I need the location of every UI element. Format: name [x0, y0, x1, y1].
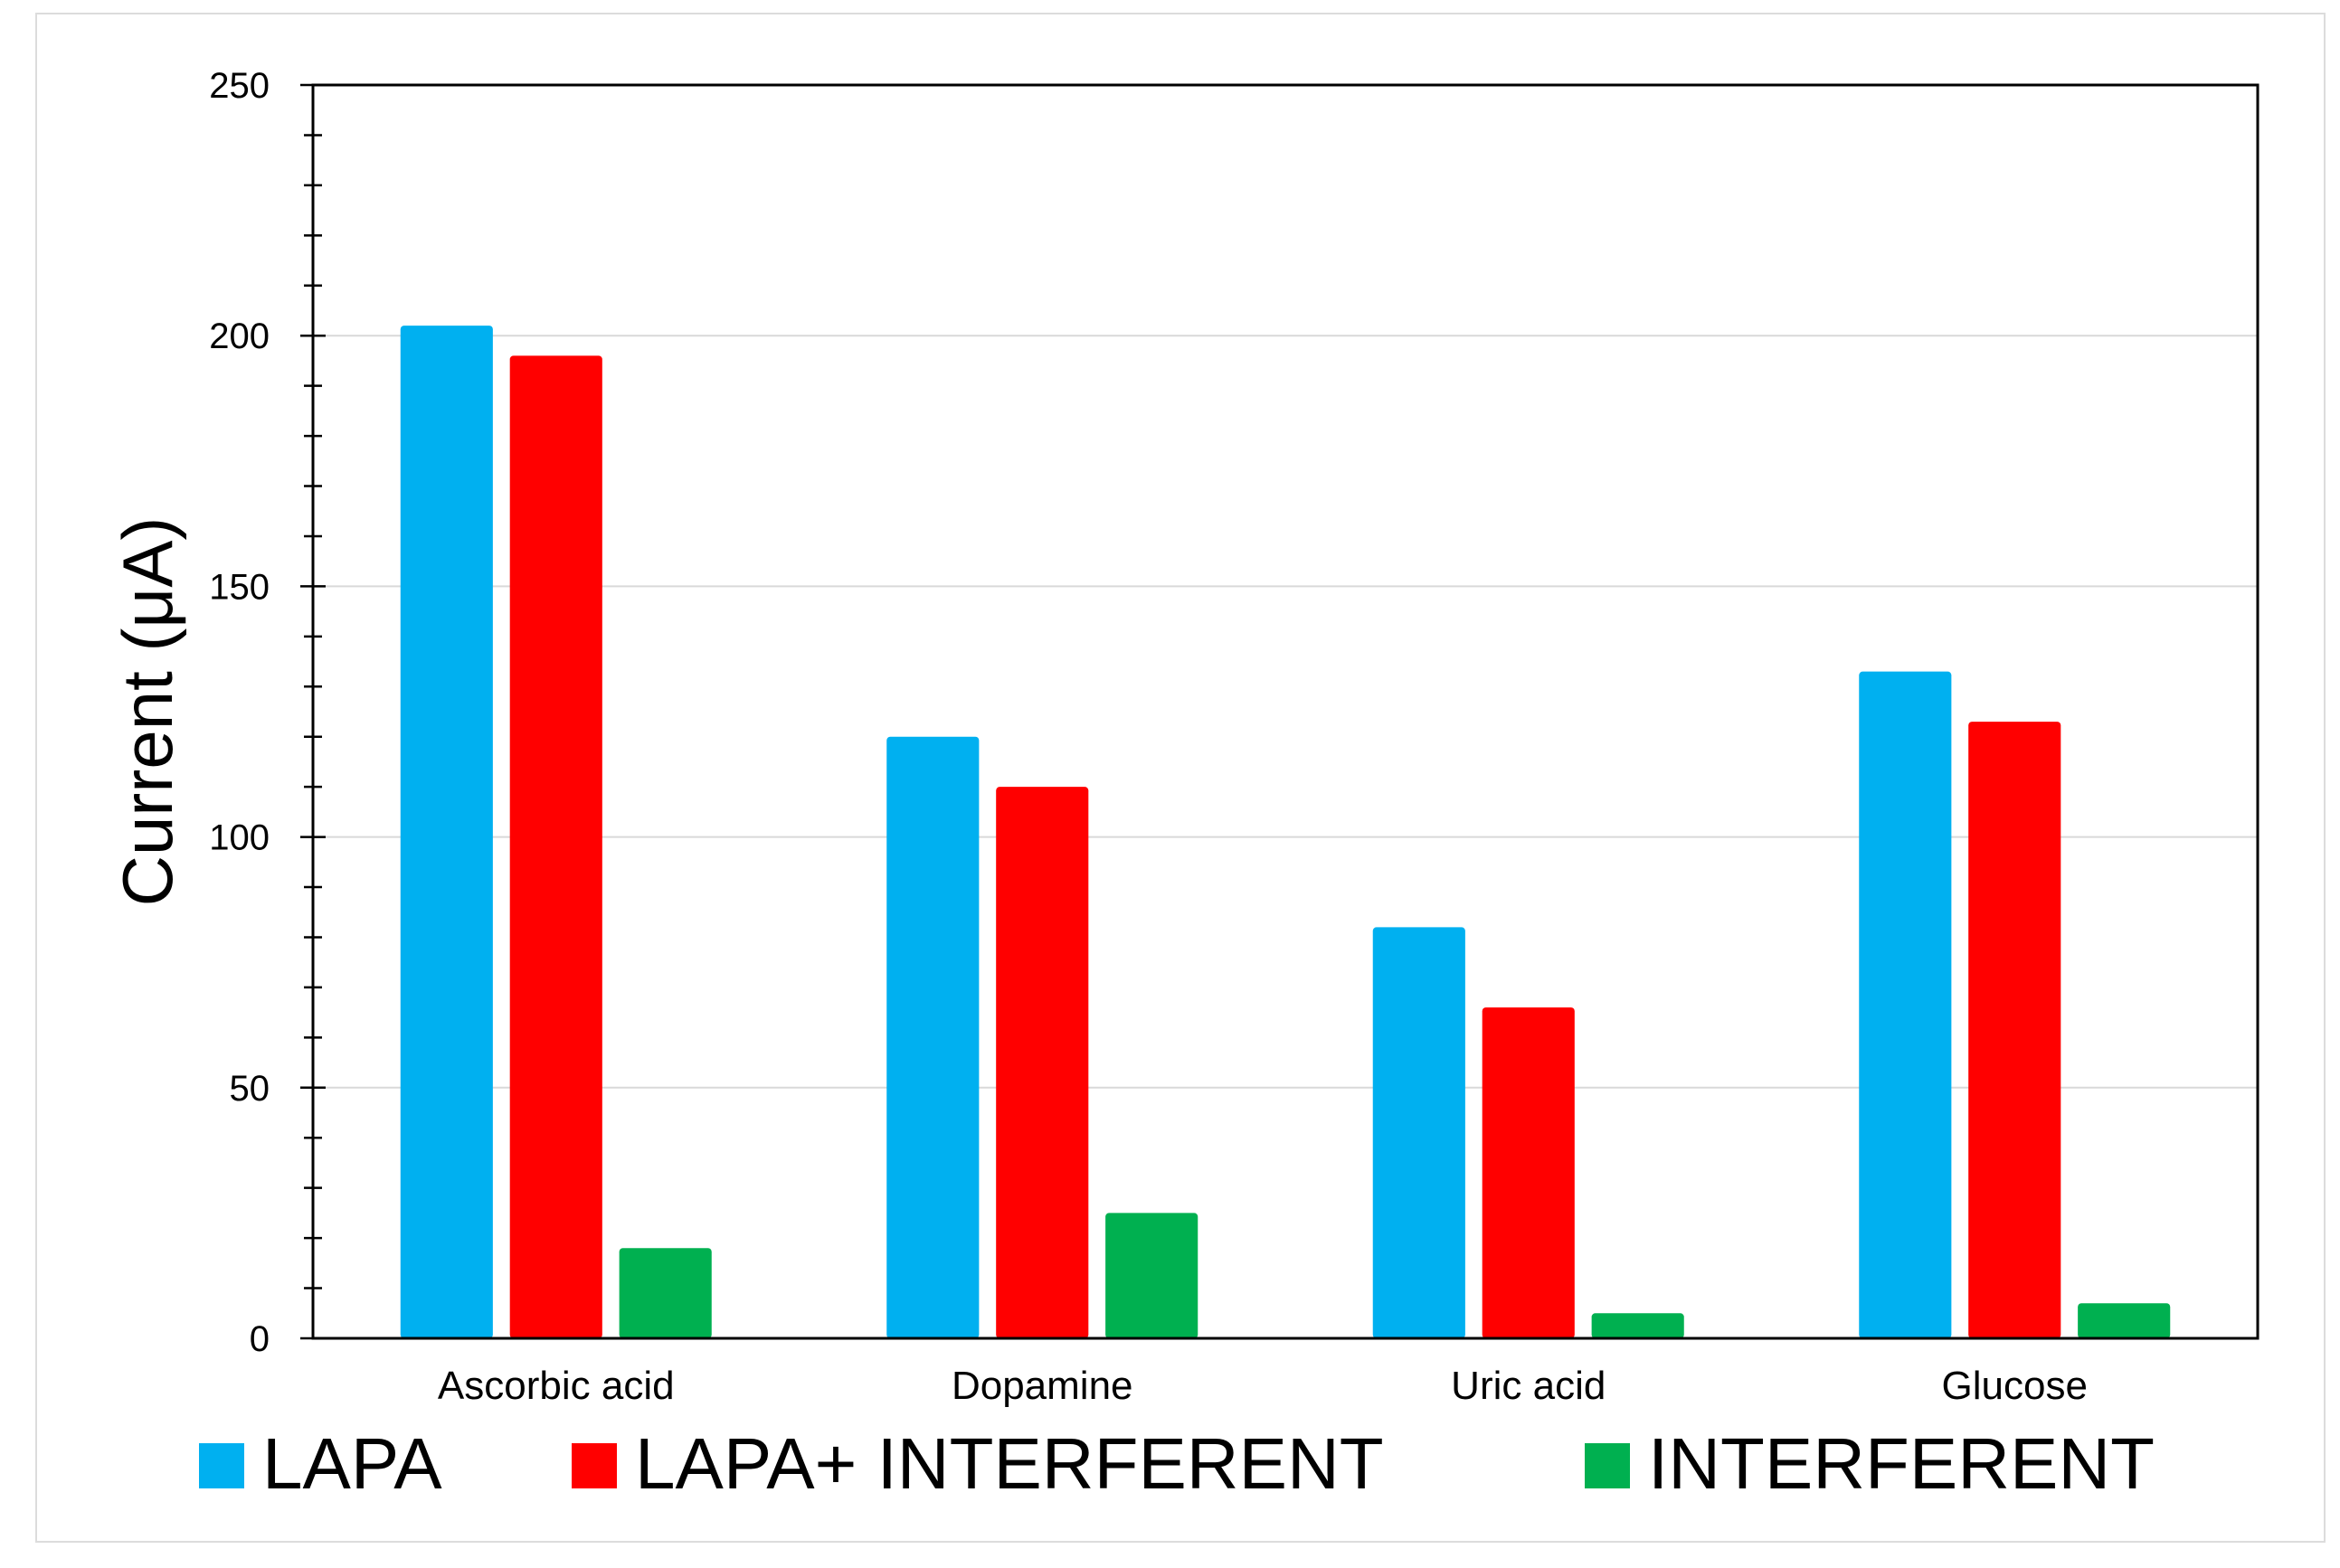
- y-tick-label: 150: [209, 567, 270, 607]
- legend-item: INTERFERENT: [1585, 1423, 2155, 1504]
- y-axis-label: Current (μA): [108, 517, 187, 907]
- y-tick-label: 50: [230, 1069, 270, 1109]
- bars: [400, 326, 2171, 1339]
- x-tick-label: Uric acid: [1451, 1364, 1606, 1408]
- y-axis-ticks: [300, 83, 326, 1340]
- bar-lapa-3: [1859, 671, 1952, 1338]
- x-tick-label: Ascorbic acid: [438, 1364, 675, 1408]
- y-tick-label: 0: [250, 1319, 270, 1359]
- y-tick-label: 100: [209, 818, 270, 858]
- x-tick-label: Glucose: [1942, 1364, 2088, 1408]
- y-tick-label: 250: [209, 66, 270, 106]
- legend-swatch: [572, 1443, 617, 1488]
- y-tick-labels: 0 50 100 150 200 250: [209, 66, 270, 1359]
- legend-label: INTERFERENT: [1648, 1423, 2155, 1504]
- bar-interferent-3: [2078, 1303, 2171, 1338]
- bar-lapa-2: [1372, 927, 1465, 1338]
- bar-interferent-0: [619, 1248, 712, 1338]
- bar-lapa-interferent-1: [996, 787, 1089, 1338]
- legend-item: LAPA: [199, 1423, 442, 1504]
- plot-area-border: [311, 83, 2259, 1340]
- bar-lapa-interferent-0: [509, 355, 602, 1339]
- bar-lapa-interferent-3: [1968, 722, 2061, 1338]
- x-tick-labels: Ascorbic acid Dopamine Uric acid Glucose: [438, 1364, 2088, 1408]
- legend-swatch: [199, 1443, 244, 1488]
- legend-swatch: [1585, 1443, 1630, 1488]
- x-tick-label: Dopamine: [952, 1364, 1133, 1408]
- bar-interferent-2: [1591, 1313, 1684, 1338]
- legend-label: LAPA: [262, 1423, 442, 1504]
- legend: LAPA LAPA+ INTERFERENT INTERFERENT: [199, 1423, 2155, 1504]
- bar-interferent-1: [1105, 1213, 1198, 1338]
- legend-label: LAPA+ INTERFERENT: [635, 1423, 1384, 1504]
- bar-lapa-1: [886, 736, 980, 1338]
- y-tick-label: 200: [209, 316, 270, 356]
- bar-lapa-interferent-2: [1482, 1007, 1575, 1338]
- legend-item: LAPA+ INTERFERENT: [572, 1423, 1384, 1504]
- bar-lapa-0: [400, 326, 493, 1338]
